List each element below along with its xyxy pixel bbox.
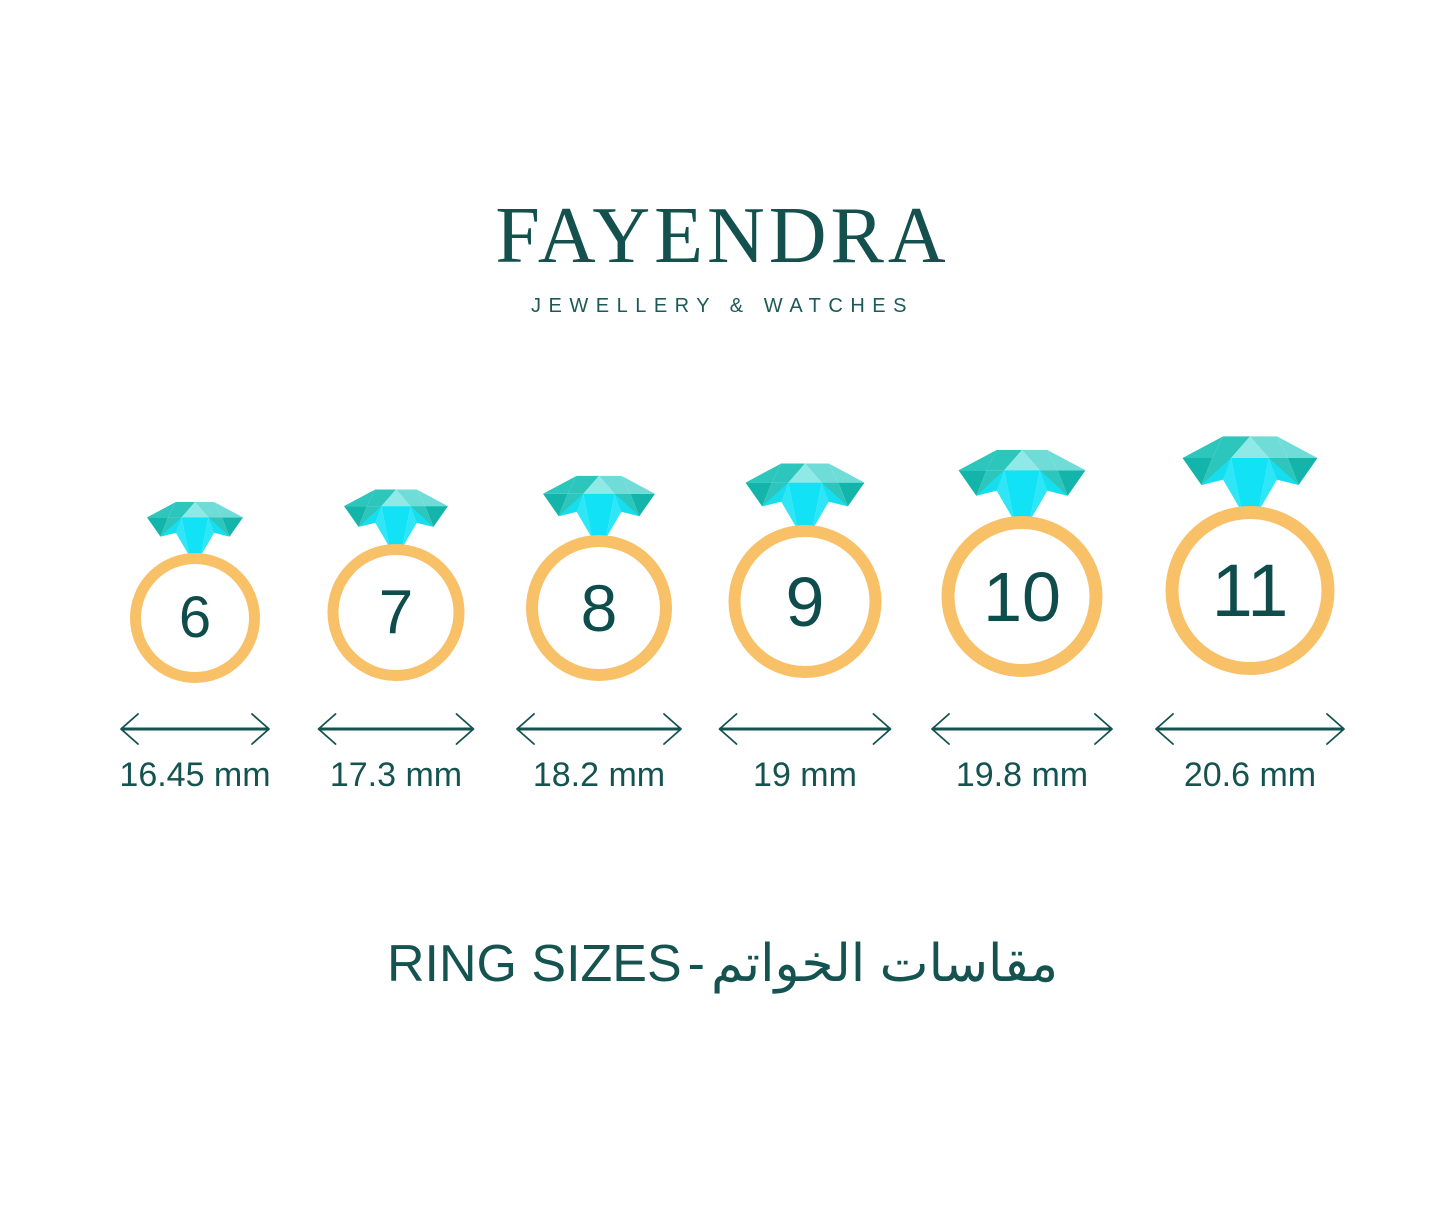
ring-band: 9 [728,525,882,678]
ring-size-number: 6 [178,585,212,650]
brand-name: FAYENDRA [495,192,950,280]
ring-diameter-label: 20.6 mm [1183,756,1317,794]
ring-size-row: 6 16.45 mm [0,436,1445,820]
diamond-gem-icon [1182,436,1318,512]
chart-title-ar: مقاسات الخواتم [710,935,1059,993]
ring-size-item[interactable]: 11 20.6 mm [1100,436,1400,820]
ring-size-number: 9 [785,562,825,641]
dimension-arrow [718,713,892,745]
ring-diameter-label: 18.2 mm [532,756,666,794]
dimension-arrow [317,713,475,745]
dimension-arrow [931,713,1113,745]
brand-tagline: JEWELLERY & WATCHES [531,295,914,317]
ring-band: 6 [130,553,260,683]
chart-title-en: RING SIZES [386,935,682,993]
chart-title: RING SIZES - مقاسات الخواتم [0,935,1445,995]
dimension-arrow [120,713,270,745]
ring-diameter-label: 17.3 mm [329,756,463,794]
ring-diameter-label: 16.45 mm [119,756,271,794]
ring-band: 11 [1165,506,1335,675]
ring-band: 8 [526,535,672,681]
ring-diameter-label: 19 mm [753,756,857,794]
ring-size-item[interactable]: 10 19.8 mm [872,440,1172,820]
ring-band: 7 [327,544,465,681]
ring-band: 10 [941,516,1103,677]
ring-size-number: 7 [378,577,414,647]
diamond-gem-icon [543,475,655,539]
ring-size-number: 10 [983,557,1061,636]
diamond-gem-icon [344,489,448,548]
diamond-gem-icon [958,449,1086,522]
ring-size-number: 11 [1211,548,1289,632]
dimension-arrow [1155,713,1345,745]
diamond-gem-icon [147,502,243,556]
ring-size-item[interactable]: 7 17.3 mm [246,440,546,820]
ring-size-item[interactable]: 8 18.2 mm [449,440,749,820]
ring-size-item[interactable]: 6 16.45 mm [45,440,345,820]
dimension-arrow [516,713,682,745]
chart-title-separator: - [687,935,705,993]
brand-logo: FAYENDRA JEWELLERY & WATCHES [0,196,1445,316]
ring-size-item[interactable]: 9 19 mm [655,440,955,820]
ring-size-number: 8 [580,571,618,645]
ring-diameter-label: 19.8 mm [955,756,1089,794]
diamond-gem-icon [745,463,865,531]
